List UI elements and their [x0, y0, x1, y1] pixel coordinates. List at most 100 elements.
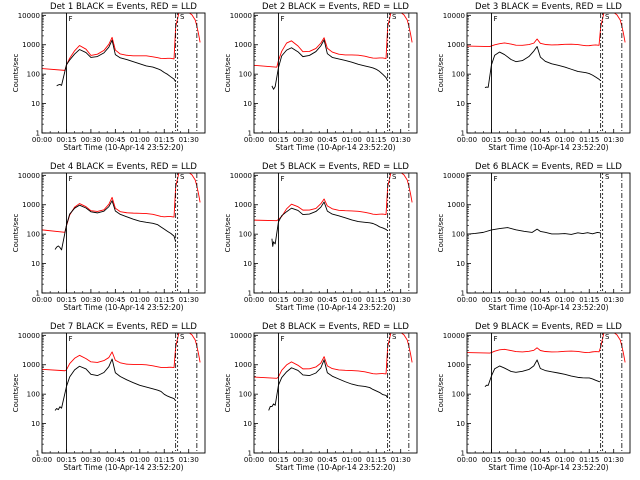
events-series-line — [54, 358, 177, 411]
x-tick-label: 01:15 — [154, 136, 174, 144]
x-tick-label: 00:30 — [293, 296, 313, 304]
y-tick-label: 1 — [461, 450, 465, 458]
y-tick-label: 100 — [27, 391, 40, 399]
panel-title: Det 4 BLACK = Events, RED = LLD — [50, 162, 197, 172]
y-tick-label: 100 — [239, 71, 252, 79]
panel-title: Det 9 BLACK = Events, RED = LLD — [475, 322, 622, 332]
y-tick-label: 10000 — [18, 12, 40, 20]
panel-title: Det 3 BLACK = Events, RED = LLD — [475, 2, 622, 12]
flare-marker-label: F — [68, 335, 72, 343]
events-series-line — [484, 46, 601, 89]
panel-det-4: Det 4 BLACK = Events, RED = LLD 1 10 100 100… — [12, 162, 206, 312]
saa-marker-symbol: S — [392, 173, 397, 181]
y-axis-label: Counts/sec — [12, 54, 20, 93]
x-tick-label: 00:30 — [506, 456, 526, 464]
panel-det-5: Det 5 BLACK = Events, RED = LLD 1 10 100 100… — [224, 162, 418, 312]
x-tick-label: 00:00 — [32, 136, 52, 144]
saa-marker-symbol: S — [180, 333, 185, 341]
x-tick-label: 00:15 — [268, 456, 288, 464]
events-series-line — [271, 201, 388, 247]
y-tick-label: 10000 — [18, 172, 40, 180]
lld-series-line — [42, 173, 201, 233]
x-tick-label: 00:00 — [32, 456, 52, 464]
y-tick-label: 100 — [452, 231, 465, 239]
x-tick-label: 01:15 — [366, 296, 386, 304]
plot-frame — [41, 172, 206, 294]
x-tick-label: 01:15 — [366, 136, 386, 144]
x-tick-label: 00:30 — [81, 456, 101, 464]
lld-series-line — [467, 333, 626, 363]
x-axis-label: Start Time (10-Apr-14 23:52:20) — [488, 463, 608, 472]
y-tick-label: 1000 — [234, 41, 252, 49]
x-tick-label: 01:15 — [154, 456, 174, 464]
x-tick-label: 00:15 — [268, 296, 288, 304]
x-tick-label: 00:15 — [481, 136, 501, 144]
y-axis-label: Counts/sec — [224, 374, 232, 413]
plot-frame — [253, 12, 418, 134]
y-tick-label: 1000 — [234, 201, 252, 209]
x-tick-label: 01:00 — [130, 456, 150, 464]
panel-title: Det 8 BLACK = Events, RED = LLD — [262, 322, 409, 332]
series-group — [254, 333, 413, 411]
x-tick-label: 01:00 — [555, 456, 575, 464]
y-axis-label: Counts/sec — [437, 214, 445, 253]
x-tick-label: 00:00 — [244, 296, 264, 304]
saa-marker-symbol: S — [605, 13, 610, 21]
x-tick-label: 01:30 — [604, 296, 624, 304]
y-axis-label: Counts/sec — [437, 374, 445, 413]
x-tick-label: 01:00 — [555, 136, 575, 144]
panel-det-9: Det 9 BLACK = Events, RED = LLD 1 10 100 100… — [437, 322, 631, 472]
y-tick-label: 10 — [243, 260, 252, 268]
x-tick-label: 00:15 — [56, 456, 76, 464]
flare-marker-label: F — [68, 175, 72, 183]
saa-marker-symbol: S — [180, 173, 185, 181]
y-tick-label: 1 — [248, 450, 252, 458]
x-tick-label: 01:00 — [555, 296, 575, 304]
y-tick-label: 10000 — [443, 332, 465, 340]
y-tick-label: 1 — [248, 290, 252, 298]
y-tick-label: 1000 — [234, 361, 252, 369]
x-tick-label: 00:45 — [105, 456, 125, 464]
panel-title: Det 5 BLACK = Events, RED = LLD — [262, 162, 409, 172]
y-tick-label: 10000 — [443, 12, 465, 20]
x-tick-label: 01:15 — [154, 296, 174, 304]
y-tick-label: 1000 — [447, 41, 465, 49]
y-tick-label: 10 — [243, 420, 252, 428]
x-tick-label: 01:00 — [342, 456, 362, 464]
y-tick-label: 100 — [27, 71, 40, 79]
y-tick-label: 100 — [452, 391, 465, 399]
events-series-line — [467, 227, 601, 235]
y-tick-label: 1000 — [447, 361, 465, 369]
flare-marker-label: F — [280, 335, 284, 343]
panel-det-7: Det 7 BLACK = Events, RED = LLD 1 10 100 100… — [12, 322, 206, 472]
x-tick-label: 00:45 — [317, 296, 337, 304]
y-tick-label: 10 — [31, 260, 40, 268]
x-tick-label: 01:15 — [366, 456, 386, 464]
x-tick-label: 01:00 — [130, 296, 150, 304]
x-tick-label: 01:00 — [130, 136, 150, 144]
series-group — [254, 13, 413, 90]
y-tick-label: 10 — [243, 100, 252, 108]
panel-det-8: Det 8 BLACK = Events, RED = LLD 1 10 100 100… — [224, 322, 418, 472]
x-tick-label: 00:45 — [530, 136, 550, 144]
flare-marker-label: F — [280, 175, 284, 183]
y-tick-label: 1 — [461, 130, 465, 138]
plot-frame — [466, 172, 631, 294]
series-group — [42, 173, 201, 251]
y-axis-label: Counts/sec — [12, 374, 20, 413]
y-tick-label: 10000 — [230, 172, 252, 180]
series-group — [254, 173, 413, 247]
x-axis-label: Start Time (10-Apr-14 23:52:20) — [488, 303, 608, 312]
x-tick-label: 00:30 — [293, 136, 313, 144]
y-tick-label: 100 — [239, 231, 252, 239]
x-tick-label: 01:30 — [179, 296, 199, 304]
saa-marker-symbol: S — [392, 333, 397, 341]
saa-marker-symbol: S — [605, 333, 610, 341]
x-axis-label: Start Time (10-Apr-14 23:52:20) — [63, 303, 183, 312]
events-series-line — [484, 359, 601, 387]
lld-series-line — [254, 173, 413, 222]
y-tick-label: 100 — [452, 71, 465, 79]
x-tick-label: 01:15 — [579, 136, 599, 144]
x-tick-label: 00:30 — [81, 136, 101, 144]
